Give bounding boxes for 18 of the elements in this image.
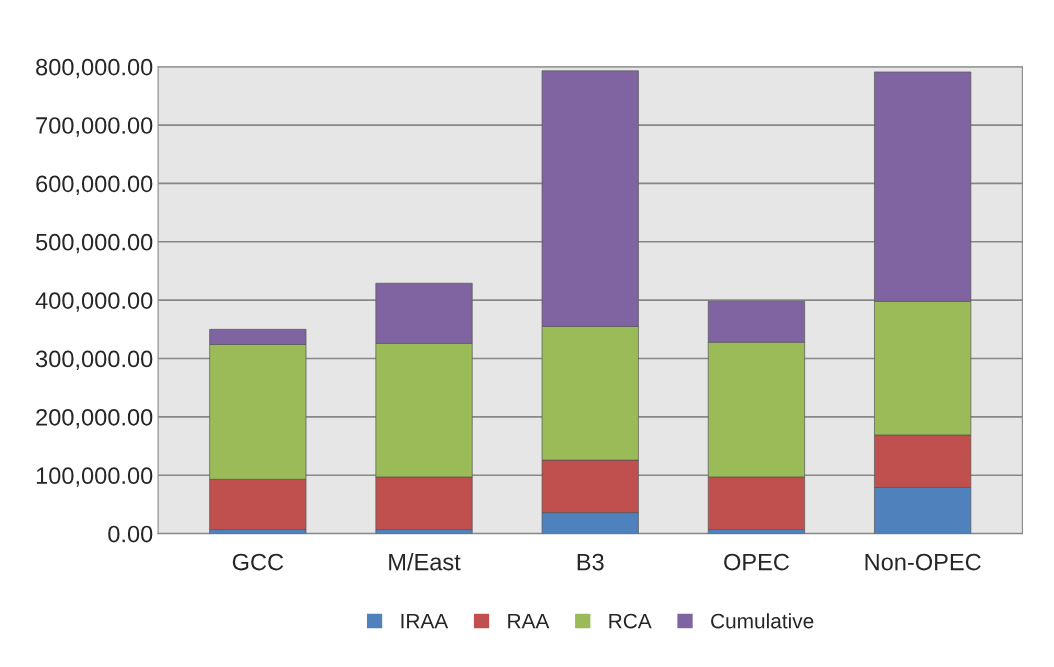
x-tick-label: OPEC: [724, 553, 789, 571]
legend-label: Cumulative: [711, 613, 814, 629]
y-tick-label: 300,000.00: [35, 350, 153, 371]
x-tick-label: B3: [577, 553, 604, 571]
y-tick-label: 0.00: [108, 525, 153, 543]
y-tick-label: 800,000.00: [36, 58, 153, 79]
legend-label: RCA: [609, 613, 652, 629]
legend-label: IRAA: [401, 613, 449, 629]
y-tick-label: 500,000.00: [36, 233, 153, 254]
x-tick-label: GCC: [232, 553, 284, 571]
y-tick-label: 100,000.00: [36, 467, 153, 487]
y-tick-label: 600,000.00: [36, 175, 153, 195]
x-tick-label: Non-OPEC: [865, 553, 981, 571]
legend-label: RAA: [508, 613, 550, 629]
y-tick-label: 200,000.00: [36, 408, 153, 429]
x-tick-label: M/East: [389, 553, 461, 571]
y-tick-label: 400,000.00: [35, 292, 153, 312]
y-tick-label: 700,000.00: [36, 117, 153, 137]
